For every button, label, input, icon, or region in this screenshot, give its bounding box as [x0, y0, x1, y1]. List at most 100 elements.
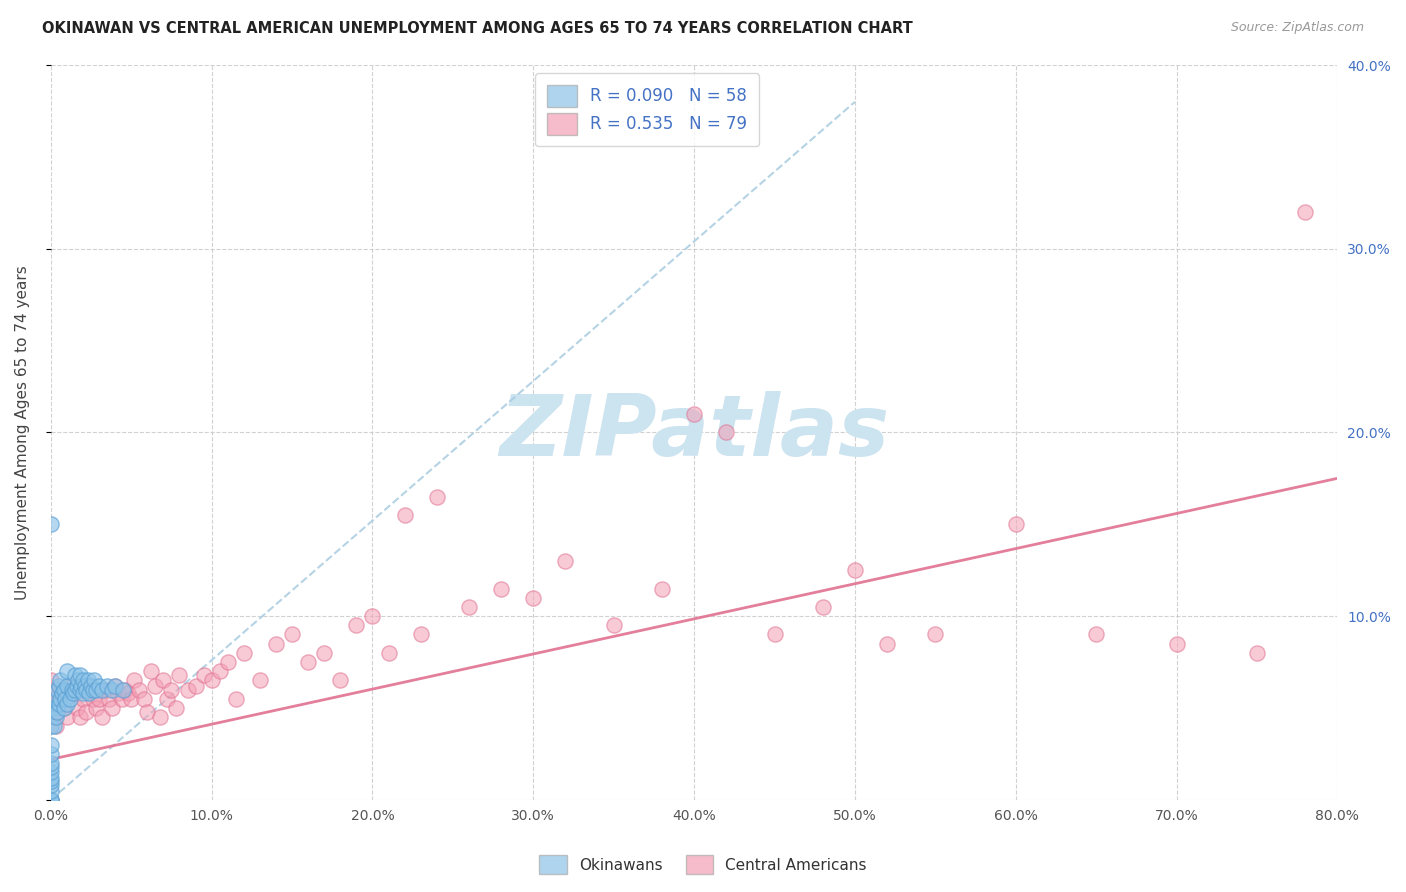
- Point: [554, 554, 576, 568]
- Legend: Okinawans, Central Americans: Okinawans, Central Americans: [533, 849, 873, 880]
- Point: [409, 627, 432, 641]
- Point: [281, 627, 304, 641]
- Point: [39, 774, 62, 789]
- Point: [42, 710, 65, 724]
- Point: [39, 793, 62, 807]
- Point: [67, 673, 90, 688]
- Point: [763, 627, 786, 641]
- Point: [924, 627, 946, 641]
- Point: [62, 686, 84, 700]
- Point: [107, 686, 129, 700]
- Point: [149, 710, 172, 724]
- Point: [145, 679, 167, 693]
- Point: [377, 646, 399, 660]
- Point: [297, 655, 319, 669]
- Point: [51, 686, 73, 700]
- Point: [1294, 205, 1316, 219]
- Point: [69, 682, 91, 697]
- Point: [97, 691, 120, 706]
- Point: [394, 508, 416, 522]
- Point: [1085, 627, 1108, 641]
- Point: [72, 691, 94, 706]
- Point: [48, 691, 70, 706]
- Point: [114, 682, 136, 697]
- Point: [73, 679, 96, 693]
- Point: [811, 599, 834, 614]
- Point: [48, 698, 70, 712]
- Point: [72, 686, 94, 700]
- Point: [132, 691, 155, 706]
- Point: [101, 682, 124, 697]
- Point: [69, 668, 91, 682]
- Point: [117, 686, 139, 700]
- Point: [156, 691, 179, 706]
- Point: [63, 682, 86, 697]
- Point: [169, 668, 191, 682]
- Point: [39, 682, 62, 697]
- Point: [56, 664, 79, 678]
- Point: [201, 673, 224, 688]
- Point: [59, 691, 82, 706]
- Point: [84, 701, 107, 715]
- Point: [72, 673, 94, 688]
- Point: [39, 673, 62, 688]
- Point: [1166, 637, 1188, 651]
- Point: [56, 679, 79, 693]
- Point: [60, 682, 83, 697]
- Point: [110, 691, 132, 706]
- Point: [49, 682, 72, 697]
- Point: [42, 701, 65, 715]
- Y-axis label: Unemployment Among Ages 65 to 74 years: Unemployment Among Ages 65 to 74 years: [15, 265, 30, 599]
- Point: [39, 701, 62, 715]
- Point: [62, 686, 84, 700]
- Point: [160, 682, 183, 697]
- Point: [52, 682, 75, 697]
- Point: [39, 691, 62, 706]
- Point: [80, 679, 103, 693]
- Point: [46, 682, 69, 697]
- Point: [128, 682, 150, 697]
- Point: [329, 673, 352, 688]
- Point: [49, 673, 72, 688]
- Point: [602, 618, 624, 632]
- Point: [76, 673, 98, 688]
- Point: [361, 609, 384, 624]
- Point: [249, 673, 271, 688]
- Point: [39, 765, 62, 780]
- Point: [1246, 646, 1268, 660]
- Point: [314, 646, 336, 660]
- Point: [48, 679, 70, 693]
- Point: [101, 701, 124, 715]
- Point: [176, 682, 198, 697]
- Text: ZIPatlas: ZIPatlas: [499, 391, 889, 474]
- Point: [208, 664, 231, 678]
- Point: [876, 637, 898, 651]
- Point: [83, 673, 105, 688]
- Point: [63, 668, 86, 682]
- Point: [184, 679, 207, 693]
- Point: [53, 691, 76, 706]
- Point: [39, 793, 62, 807]
- Point: [104, 679, 127, 693]
- Point: [844, 563, 866, 577]
- Point: [56, 698, 79, 712]
- Point: [112, 682, 135, 697]
- Point: [65, 701, 87, 715]
- Point: [91, 710, 114, 724]
- Point: [42, 719, 65, 733]
- Point: [39, 760, 62, 774]
- Point: [56, 710, 79, 724]
- Point: [75, 682, 97, 697]
- Point: [136, 705, 159, 719]
- Point: [45, 719, 67, 733]
- Point: [1004, 517, 1026, 532]
- Point: [45, 710, 67, 724]
- Point: [39, 793, 62, 807]
- Point: [264, 637, 287, 651]
- Point: [716, 425, 738, 440]
- Point: [52, 701, 75, 715]
- Point: [39, 719, 62, 733]
- Point: [344, 618, 367, 632]
- Point: [96, 679, 118, 693]
- Point: [84, 682, 107, 697]
